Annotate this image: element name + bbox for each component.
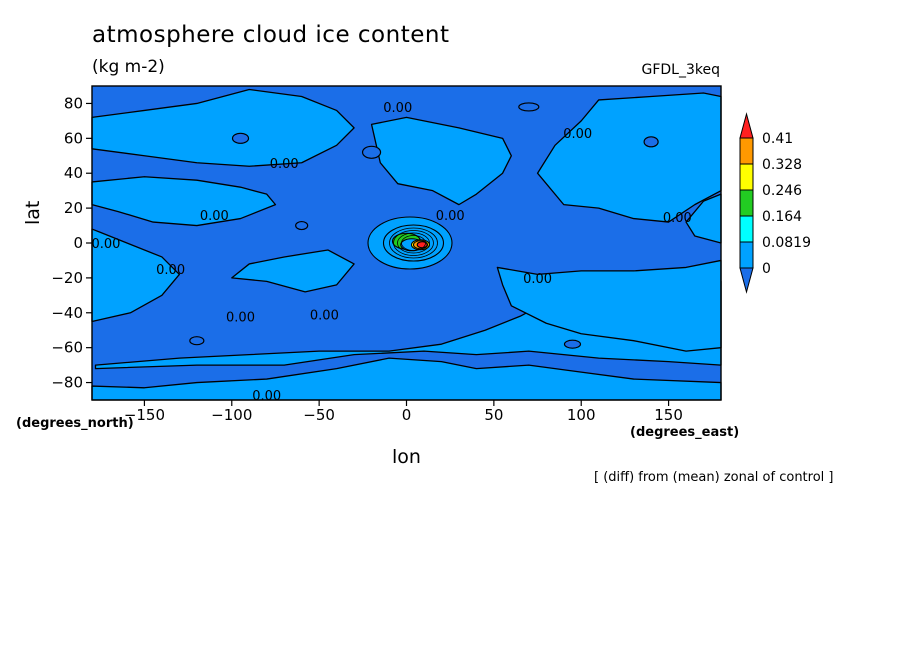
- colorbar-top-arrow: [739, 112, 754, 139]
- colorbar-level-label: 0.246: [762, 183, 802, 199]
- x-tick-label: 0: [402, 406, 412, 424]
- y-tick-label: 40: [64, 164, 83, 182]
- y-axis-units: (degrees_north): [16, 416, 134, 431]
- y-tick-label: 80: [64, 94, 83, 112]
- chart-title: atmosphere cloud ice content: [92, 22, 450, 48]
- y-tick-label: −20: [51, 269, 83, 287]
- colorbar-segment: [739, 137, 754, 165]
- footnote: [ (diff) from (mean) zonal of control ]: [594, 470, 834, 485]
- region-low-9: [536, 92, 722, 223]
- x-tick-label: 150: [654, 406, 683, 424]
- colorbar-segment: [739, 241, 754, 269]
- y-tick-label: 0: [73, 234, 83, 252]
- island-3: [518, 102, 540, 112]
- contour-label-6: 0.00: [156, 263, 185, 278]
- colorbar-level-label: 0.164: [762, 209, 802, 225]
- region-low-4: [231, 249, 355, 293]
- colorbar-segment: [739, 189, 754, 217]
- x-tick-label: 100: [567, 406, 596, 424]
- x-tick-label: −150: [124, 406, 165, 424]
- anomaly-ring-1: [389, 227, 438, 259]
- contour-label-3: 0.00: [270, 157, 299, 172]
- island-7: [295, 220, 309, 231]
- island-4: [643, 136, 659, 148]
- x-tick-label: 50: [484, 406, 503, 424]
- x-tick-label: −100: [211, 406, 252, 424]
- colorbar-level-label: 0.41: [762, 131, 793, 147]
- contour-label-10: 0.00: [663, 211, 692, 226]
- island-1: [361, 145, 382, 159]
- y-tick-label: 60: [64, 129, 83, 147]
- anomaly-ring-4: [401, 235, 426, 251]
- colorbar-segment: [739, 163, 754, 191]
- contour-label-9: 0.00: [310, 309, 339, 324]
- y-tick-label: 20: [64, 199, 83, 217]
- contour-label-5: 0.00: [436, 209, 465, 224]
- contour-label-11: 0.00: [252, 389, 281, 404]
- model-label: GFDL_3keq: [641, 62, 721, 78]
- region-low-3: [91, 228, 181, 323]
- x-tick-label: −50: [303, 406, 335, 424]
- island-6: [563, 339, 582, 349]
- colorbar-bottom-arrow: [739, 267, 754, 294]
- x-axis-label: lon: [392, 446, 421, 468]
- y-tick-label: −40: [51, 304, 83, 322]
- island-5: [189, 336, 205, 346]
- colorbar-level-label: 0: [762, 261, 771, 277]
- colorbar-level-label: 0.0819: [762, 235, 811, 251]
- contour-label-8: 0.00: [226, 310, 255, 325]
- y-tick-label: −80: [51, 374, 83, 392]
- island-2: [231, 132, 250, 144]
- region-low-1: [91, 357, 722, 401]
- contour-label-2: 0.00: [563, 127, 592, 142]
- y-tick-label: −60: [51, 339, 83, 357]
- region-low-7: [91, 88, 355, 167]
- contour-label-4: 0.00: [200, 209, 229, 224]
- contour-label-7: 0.00: [523, 272, 552, 287]
- anomaly-ring-3: [397, 232, 430, 254]
- x-axis-units: (degrees_east): [630, 425, 740, 440]
- anomaly-ring-2: [393, 230, 434, 256]
- colorbar-level-label: 0.328: [762, 157, 802, 173]
- region-low-5: [496, 259, 722, 352]
- colorbar-segment: [739, 215, 754, 243]
- contour-label-12: 0.00: [92, 237, 121, 252]
- contour-label-1: 0.00: [383, 101, 412, 116]
- region-low-8: [370, 116, 512, 206]
- chart-units: (kg m-2): [92, 57, 165, 77]
- region-low-6: [91, 176, 277, 227]
